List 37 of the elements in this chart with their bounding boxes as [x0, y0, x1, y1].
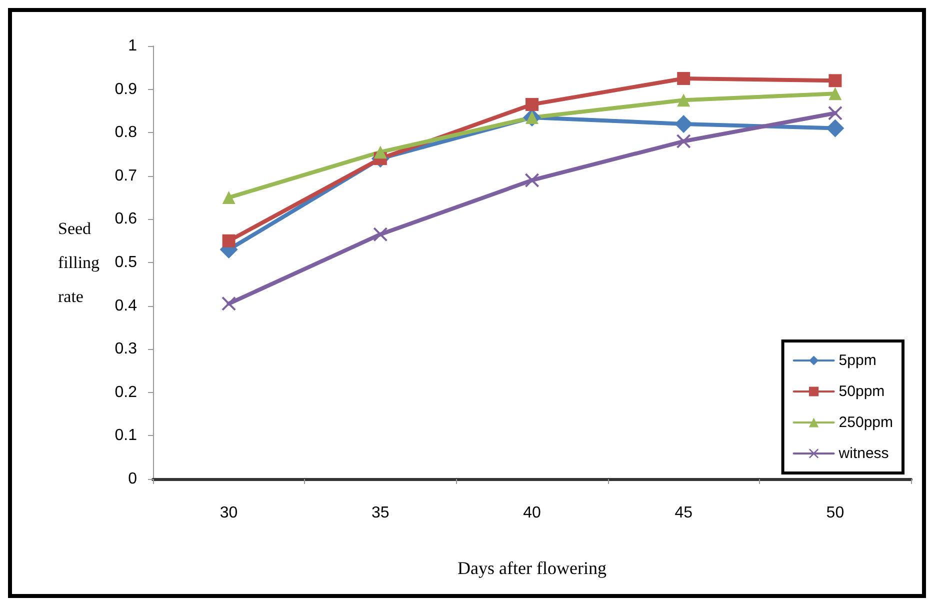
point: [222, 191, 236, 204]
y-tick-label: 0.6: [114, 210, 138, 228]
y-tick-label: 0.1: [114, 427, 138, 444]
point: [222, 234, 236, 248]
y-tick-label: 0.5: [114, 254, 138, 271]
legend-label: 250ppm: [838, 414, 894, 431]
point: [674, 114, 693, 133]
y-tick-label: 0.9: [114, 80, 138, 98]
point: [828, 106, 842, 120]
point: [374, 146, 387, 159]
legend-label: 5ppm: [838, 352, 876, 369]
y-tick-label: 1: [128, 38, 138, 54]
point: [526, 98, 538, 111]
point: [525, 173, 539, 188]
point: [828, 87, 842, 100]
y-axis-title: Seed filling rate: [58, 219, 100, 306]
y-tick-label: 0.7: [114, 167, 138, 184]
y-tick-label: 0: [128, 470, 138, 488]
point: [677, 94, 690, 107]
y-tick-label: 0.4: [114, 297, 138, 314]
y-tick-label: 0.3: [114, 340, 138, 358]
legend-label: 50ppm: [838, 383, 885, 400]
point: [222, 296, 236, 311]
point: [826, 119, 844, 138]
x-axis-title: Days after flowering: [458, 558, 606, 578]
x-tick-label: 45: [674, 504, 693, 522]
x-tick-label: 40: [523, 504, 541, 522]
point: [373, 227, 388, 242]
x-tick-label: 30: [220, 504, 238, 522]
x-tick-label: 35: [372, 504, 390, 522]
point: [677, 72, 690, 85]
y-tick-label: 0.8: [114, 124, 138, 142]
y-tick-label: 0.2: [114, 384, 138, 401]
point: [828, 74, 842, 88]
legend-label: witness: [838, 445, 889, 462]
x-tick-label: 50: [826, 504, 844, 522]
point: [676, 134, 691, 148]
